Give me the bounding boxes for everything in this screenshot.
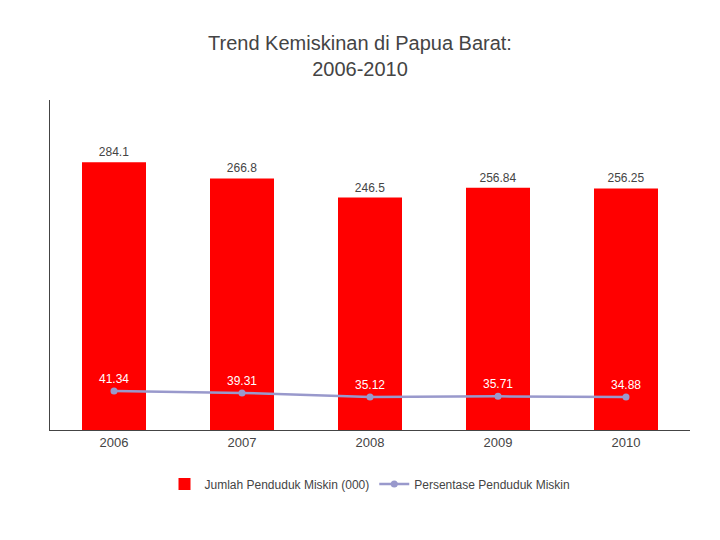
svg-text:284.1: 284.1 (99, 145, 129, 159)
svg-text:39.31: 39.31 (227, 374, 257, 388)
svg-text:2010: 2010 (612, 435, 641, 450)
svg-text:256.25: 256.25 (607, 171, 644, 185)
svg-text:2006: 2006 (100, 435, 129, 450)
svg-text:246.5: 246.5 (355, 181, 385, 195)
svg-text:Trend Kemiskinan di Papua Bara: Trend Kemiskinan di Papua Barat:2006-201… (208, 32, 512, 80)
svg-text:256.84: 256.84 (479, 171, 516, 185)
svg-text:2007: 2007 (228, 435, 257, 450)
svg-text:35.12: 35.12 (355, 378, 385, 392)
svg-text:2008: 2008 (356, 435, 385, 450)
svg-text:266.8: 266.8 (227, 161, 257, 175)
svg-text:Persentase Penduduk Miskin: Persentase Penduduk Miskin (414, 478, 569, 492)
svg-text:2009: 2009 (484, 435, 513, 450)
svg-text:34.88: 34.88 (611, 378, 641, 392)
svg-text:Jumlah Penduduk Miskin (000): Jumlah Penduduk Miskin (000) (205, 478, 370, 492)
svg-text:41.34: 41.34 (99, 372, 129, 386)
svg-text:35.71: 35.71 (483, 377, 513, 391)
